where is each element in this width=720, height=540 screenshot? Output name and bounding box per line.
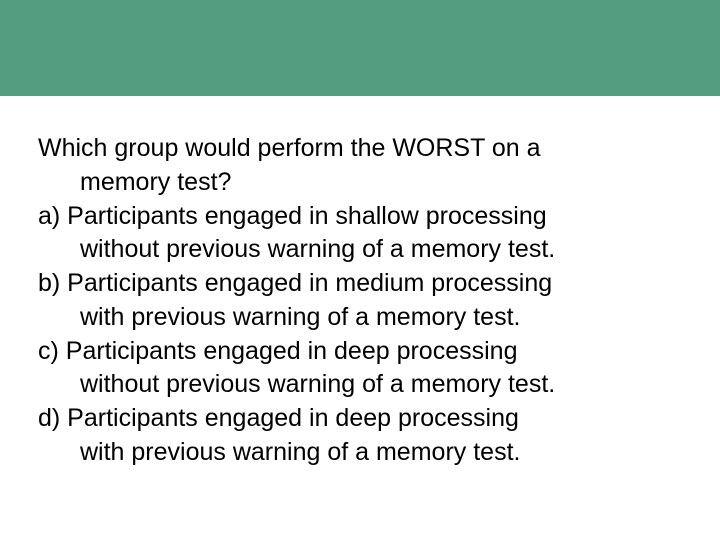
content-area: Which group would perform the WORST on a… — [0, 96, 720, 490]
question-stem-line2: memory test? — [38, 166, 682, 200]
option-a-line1: a) Participants engaged in shallow proce… — [38, 200, 682, 234]
option-b-line1: b) Participants engaged in medium proces… — [38, 267, 682, 301]
option-a-line2: without previous warning of a memory tes… — [38, 233, 682, 267]
option-c-line1: c) Participants engaged in deep processi… — [38, 335, 682, 369]
option-c-line2: without previous warning of a memory tes… — [38, 368, 682, 402]
option-b-line2: with previous warning of a memory test. — [38, 301, 682, 335]
option-d-line2: with previous warning of a memory test. — [38, 436, 682, 470]
header-bar — [0, 0, 720, 96]
option-d-line1: d) Participants engaged in deep processi… — [38, 402, 682, 436]
question-stem-line1: Which group would perform the WORST on a — [38, 132, 682, 166]
question-block: Which group would perform the WORST on a… — [38, 132, 682, 470]
